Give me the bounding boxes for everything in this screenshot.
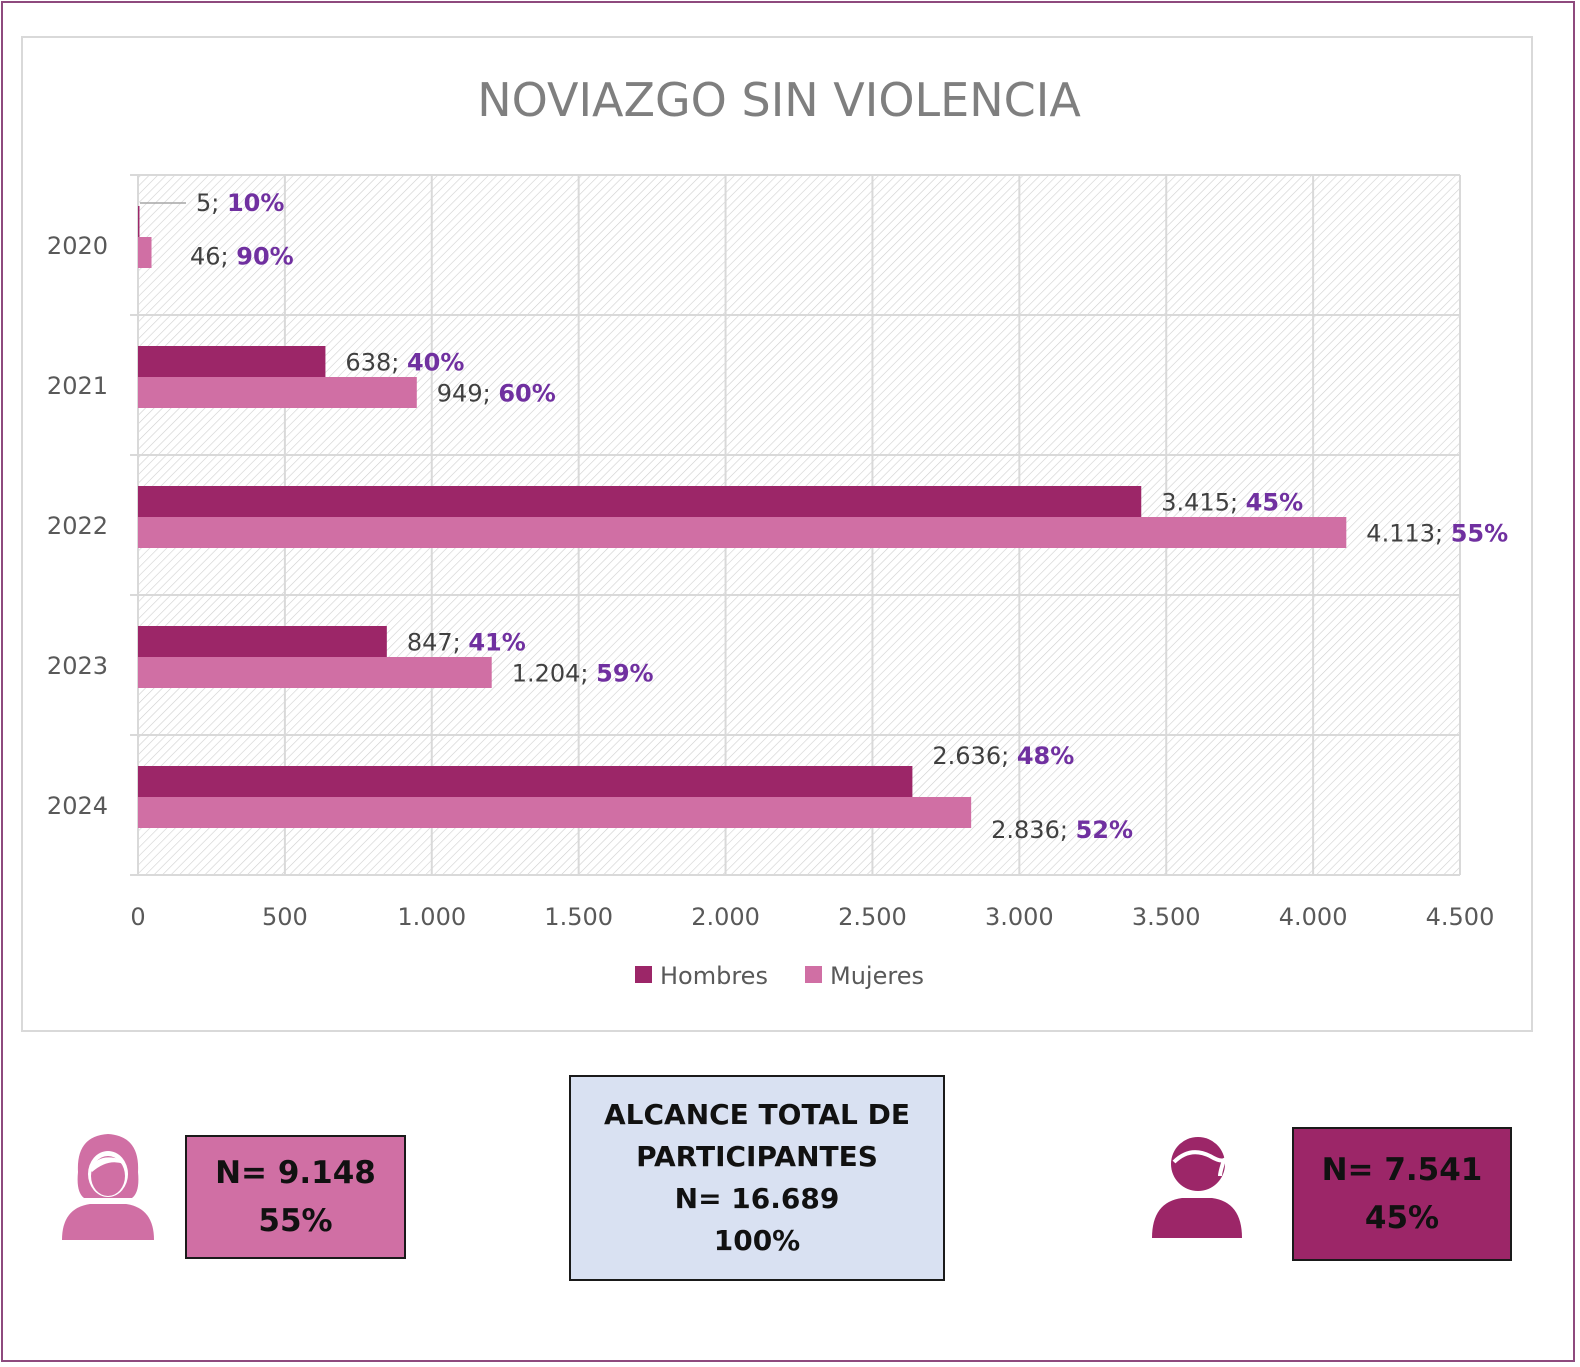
x-tick-label: 4.500: [1426, 903, 1495, 931]
data-label: 638; 40%: [345, 349, 464, 377]
bar-mujeres: [138, 237, 152, 268]
legend-swatch-hombres: [635, 966, 652, 983]
women-count: N= 9.148: [215, 1155, 376, 1191]
chart-title: NOVIAZGO SIN VIOLENCIA: [477, 73, 1081, 127]
chart-panel: NOVIAZGO SIN VIOLENCIA 0 500 1.000 1.500 2.0…: [21, 36, 1533, 1032]
bar-hombres: [138, 346, 326, 377]
women-percent: 55%: [258, 1203, 333, 1239]
bar-mujeres: [138, 377, 417, 408]
bar-chart: NOVIAZGO SIN VIOLENCIA 0 500 1.000 1.500 2.0…: [47, 73, 1508, 990]
data-label: 3.415; 45%: [1161, 489, 1303, 517]
legend-swatch-mujeres: [805, 966, 822, 983]
bar-hombres: [138, 766, 913, 797]
data-label: 46; 90%: [190, 243, 294, 271]
x-tick-label: 0: [130, 903, 145, 931]
data-label: 2.636; 48%: [932, 742, 1074, 770]
data-label: 5; 10%: [196, 189, 284, 217]
y-tick-label: 2024: [47, 792, 108, 820]
x-tick-label: 3.500: [1132, 903, 1201, 931]
bar-mujeres: [138, 797, 972, 828]
data-label: 4.113; 55%: [1366, 520, 1508, 548]
total-title-line2: PARTICIPANTES: [636, 1140, 878, 1173]
men-count: N= 7.541: [1321, 1152, 1483, 1188]
data-label: 2.836; 52%: [991, 816, 1133, 844]
woman-icon: [62, 1134, 154, 1240]
data-label: 1.204; 59%: [512, 660, 654, 688]
x-tick-label: 3.000: [985, 903, 1054, 931]
x-tick-label: 4.000: [1279, 903, 1348, 931]
y-tick-label: 2020: [47, 232, 108, 260]
x-tick-label: 500: [262, 903, 308, 931]
bar-hombres: [138, 206, 140, 237]
data-label: 847; 41%: [407, 629, 526, 657]
x-tick-label: 1.000: [397, 903, 466, 931]
bar-mujeres: [138, 517, 1347, 548]
legend-label-hombres: Hombres: [660, 962, 768, 990]
women-summary-box: N= 9.148 55%: [185, 1135, 406, 1259]
men-summary-box: N= 7.541 45%: [1292, 1127, 1512, 1261]
x-tick-label: 2.000: [691, 903, 760, 931]
total-percent: 100%: [713, 1224, 801, 1257]
bar-hombres: [138, 486, 1142, 517]
total-summary-box: ALCANCE TOTAL DE PARTICIPANTES N= 16.689…: [569, 1075, 945, 1281]
x-tick-label: 2.500: [838, 903, 907, 931]
legend-label-mujeres: Mujeres: [830, 962, 924, 990]
y-tick-label: 2023: [47, 652, 108, 680]
total-title-line1: ALCANCE TOTAL DE: [603, 1098, 911, 1131]
total-count: N= 16.689: [674, 1182, 840, 1215]
y-tick-label: 2022: [47, 512, 108, 540]
bar-mujeres: [138, 657, 492, 688]
data-label: 949; 60%: [437, 380, 556, 408]
men-percent: 45%: [1364, 1200, 1440, 1236]
man-icon: [1152, 1137, 1242, 1238]
bar-hombres: [138, 626, 387, 657]
x-tick-label: 1.500: [544, 903, 613, 931]
y-tick-label: 2021: [47, 372, 108, 400]
